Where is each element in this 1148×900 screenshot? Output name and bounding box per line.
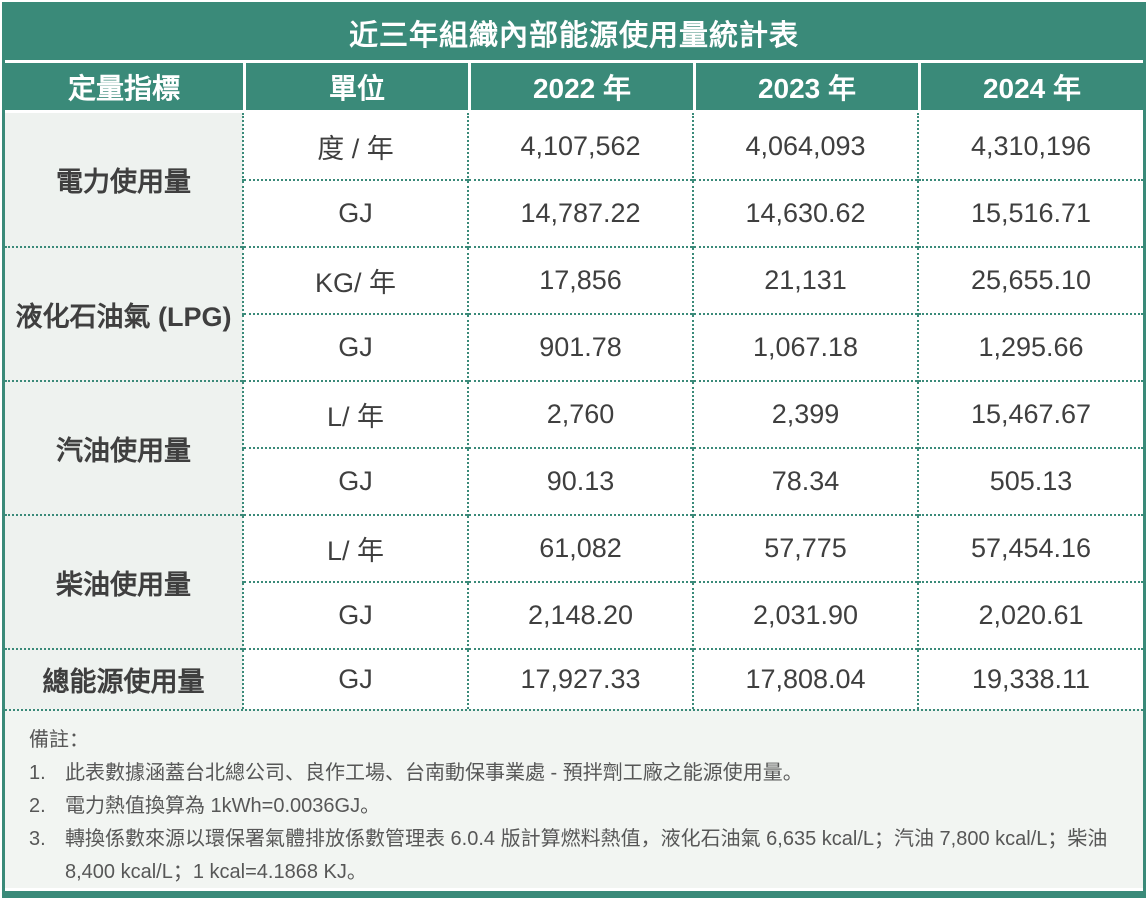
unit-cell: GJ: [242, 179, 468, 247]
value-cell: 17,808.04: [692, 648, 918, 709]
table-row: GJ 14,787.22 14,630.62 15,516.71: [5, 179, 1143, 247]
value-cell: 57,775: [692, 514, 918, 582]
value-cell: 17,927.33: [467, 648, 693, 709]
table-row: 柴油使用量 L/ 年 61,082 57,775 57,454.16: [5, 514, 1143, 649]
header-cell-indicator: 定量指標: [67, 72, 180, 104]
unit-cell: L/ 年: [242, 380, 468, 448]
unit-cell: GJ: [242, 313, 468, 381]
value-cell: 4,064,093: [692, 113, 918, 180]
note-number: 2.: [29, 795, 46, 817]
unit-cell: GJ: [242, 447, 468, 515]
note-number: 1.: [29, 762, 46, 784]
unit-cell: KG/ 年: [242, 246, 468, 314]
unit-cell: L/ 年: [242, 514, 468, 582]
header-cell-unit: 單位: [243, 63, 468, 110]
value-cell: 19,338.11: [917, 648, 1143, 709]
header-cell-2022: 2022 年: [468, 63, 693, 110]
row-label-electricity: 電力使用量: [5, 113, 243, 247]
row-label-lpg: 液化石油氣 (LPG): [5, 246, 243, 381]
table-row: GJ 901.78 1,067.18 1,295.66: [5, 313, 1143, 381]
value-cell: 15,467.67: [917, 380, 1143, 448]
value-cell: 505.13: [917, 447, 1143, 515]
value-cell: 1,067.18: [692, 313, 918, 381]
value-cell: 90.13: [467, 447, 693, 515]
table-title-bar: 近三年組織內部能源使用量統計表: [5, 5, 1143, 63]
value-cell: 78.34: [692, 447, 918, 515]
notes-section: 備註： 1. 此表數據涵蓋台北總公司、良作工場、台南動保事業處 - 預拌劑工廠之…: [5, 709, 1143, 888]
note-item: 3. 轉換係數來源以環保署氣體排放係數管理表 6.0.4 版計算燃料熱值，液化石…: [29, 823, 1117, 889]
table-row: GJ 2,148.20 2,031.90 2,020.61: [5, 581, 1143, 649]
header-cell-2024: 2024 年: [918, 63, 1143, 110]
table-row: 電力使用量 度 / 年 4,107,562 4,064,093 4,310,19…: [5, 113, 1143, 247]
page-title: 近三年組織內部能源使用量統計表: [348, 19, 799, 52]
table-body: 電力使用量 度 / 年 4,107,562 4,064,093 4,310,19…: [5, 113, 1143, 709]
value-cell: 901.78: [467, 313, 693, 381]
value-cell: 2,148.20: [467, 581, 693, 649]
table-row: 汽油使用量 L/ 年 2,760 2,399 15,467.67: [5, 380, 1143, 515]
value-cell: 15,516.71: [917, 179, 1143, 247]
header-cell-2023: 2023 年: [693, 63, 918, 110]
table-row: 液化石油氣 (LPG) KG/ 年 17,856 21,131 25,655.1…: [5, 246, 1143, 381]
note-item: 1. 此表數據涵蓋台北總公司、良作工場、台南動保事業處 - 預拌劑工廠之能源使用…: [29, 757, 1117, 790]
value-cell: 2,399: [692, 380, 918, 448]
table-row-total: 總能源使用量 GJ 17,927.33 17,808.04 19,338.11: [5, 648, 1143, 709]
value-cell: 17,856: [467, 246, 693, 314]
value-cell: 14,630.62: [692, 179, 918, 247]
value-cell: 61,082: [467, 514, 693, 582]
value-cell: 2,760: [467, 380, 693, 448]
notes-label: 備註：: [29, 729, 89, 751]
unit-cell: GJ: [242, 648, 468, 709]
row-label-total: 總能源使用量: [5, 648, 243, 709]
value-cell: 4,107,562: [467, 113, 693, 180]
row-label-diesel: 柴油使用量: [5, 514, 243, 649]
value-cell: 2,020.61: [917, 581, 1143, 649]
value-cell: 21,131: [692, 246, 918, 314]
value-cell: 2,031.90: [692, 581, 918, 649]
note-text: 此表數據涵蓋台北總公司、良作工場、台南動保事業處 - 預拌劑工廠之能源使用量。: [65, 762, 803, 784]
value-cell: 1,295.66: [917, 313, 1143, 381]
note-item: 2. 電力熱值換算為 1kWh=0.0036GJ。: [29, 790, 1117, 823]
note-number: 3.: [29, 828, 46, 850]
table-row: GJ 90.13 78.34 505.13: [5, 447, 1143, 515]
value-cell: 4,310,196: [917, 113, 1143, 180]
unit-cell: GJ: [242, 581, 468, 649]
note-text: 轉換係數來源以環保署氣體排放係數管理表 6.0.4 版計算燃料熱值，液化石油氣 …: [65, 828, 1108, 883]
row-label-gasoline: 汽油使用量: [5, 380, 243, 515]
note-text: 電力熱值換算為 1kWh=0.0036GJ。: [65, 795, 381, 817]
value-cell: 57,454.16: [917, 514, 1143, 582]
table-header-row: 定量指標 單位 2022 年 2023 年 2024 年: [5, 63, 1143, 113]
value-cell: 14,787.22: [467, 179, 693, 247]
unit-cell: 度 / 年: [242, 113, 468, 180]
value-cell: 25,655.10: [917, 246, 1143, 314]
